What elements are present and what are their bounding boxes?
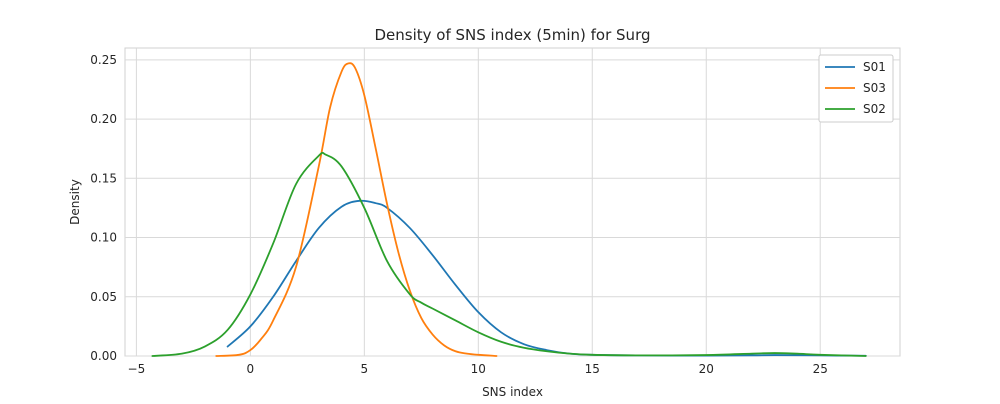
y-tick-label: 0.20 <box>90 112 117 126</box>
x-tick-label: 10 <box>471 362 486 376</box>
y-tick-label: 0.10 <box>90 231 117 245</box>
series-lines <box>151 62 867 357</box>
y-tick-label: 0.00 <box>90 349 117 363</box>
x-tick-label: 15 <box>585 362 600 376</box>
y-tick-label: 0.15 <box>90 171 117 185</box>
series-line-s03 <box>215 62 498 357</box>
legend: S01 S03 S02 <box>818 54 894 123</box>
series-line-s02 <box>151 151 867 357</box>
x-tick-label: 5 <box>361 362 369 376</box>
x-tick-label: 0 <box>247 362 255 376</box>
x-axis-label: SNS index <box>482 385 543 399</box>
x-tick-label: 25 <box>813 362 828 376</box>
legend-label-s03: S03 <box>863 81 886 95</box>
legend-label-s02: S02 <box>863 102 886 116</box>
x-tick-label: 20 <box>699 362 714 376</box>
legend-box <box>818 54 894 123</box>
y-tick-label: 0.05 <box>90 290 117 304</box>
x-tick-label: −5 <box>128 362 146 376</box>
y-tick-label: 0.25 <box>90 53 117 67</box>
grid <box>125 48 900 357</box>
legend-label-s01: S01 <box>863 60 886 74</box>
y-axis-label: Density <box>68 179 82 225</box>
tick-labels: −5 0 5 10 15 20 25 0.00 0.05 0.10 0.15 0.20 0.25 <box>90 53 828 376</box>
plot-area <box>124 47 901 357</box>
chart-title: Density of SNS index (5min) for Surg <box>374 26 650 44</box>
